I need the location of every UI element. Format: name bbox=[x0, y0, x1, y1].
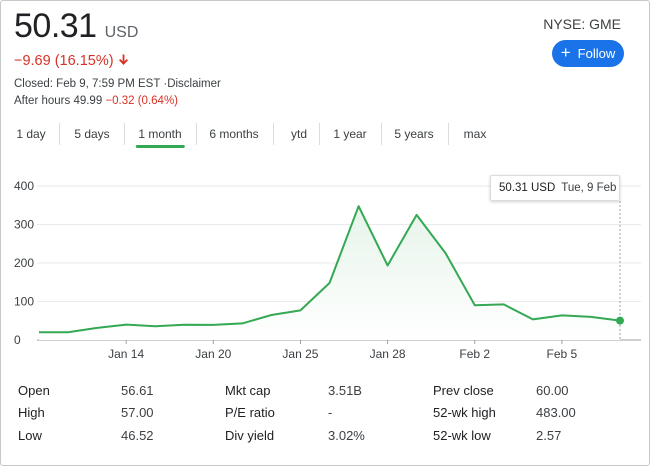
stat-value-prev-close: 60.00 bbox=[536, 383, 569, 398]
tab-1-month[interactable]: 1 month bbox=[138, 127, 182, 141]
stat-label-open: Open bbox=[18, 383, 50, 398]
price-change: −9.69 (16.15%) bbox=[14, 53, 129, 69]
stat-label-high: High bbox=[18, 405, 45, 420]
stat-value-52wk-high: 483.00 bbox=[536, 405, 576, 420]
stat-label-div-yield: Div yield bbox=[225, 428, 275, 443]
tab-6-months[interactable]: 6 months bbox=[209, 127, 259, 141]
stat-value-high: 57.00 bbox=[121, 405, 154, 420]
y-tick-label: 200 bbox=[14, 256, 34, 270]
area-fill bbox=[39, 206, 620, 340]
tab-1-year[interactable]: 1 year bbox=[333, 127, 367, 141]
arrow-down-icon bbox=[118, 53, 129, 69]
stat-value-div-yield: 3.02% bbox=[328, 428, 365, 443]
tab-divider bbox=[124, 123, 125, 145]
currency-label: USD bbox=[104, 24, 139, 41]
stat-value-pe-ratio: - bbox=[328, 405, 333, 420]
tab-divider bbox=[319, 123, 320, 145]
x-tick-label: Feb 5 bbox=[547, 347, 578, 361]
x-tick-label: Feb 2 bbox=[459, 347, 490, 361]
stat-label-prev-close: Prev close bbox=[433, 383, 494, 398]
stat-label-pe-ratio: P/E ratio bbox=[225, 405, 275, 420]
tab-divider bbox=[196, 123, 197, 145]
tooltip-value: 50.31 USD bbox=[499, 182, 556, 194]
ticker-symbol: NYSE: GME bbox=[543, 16, 621, 32]
tab-divider bbox=[448, 123, 449, 145]
price-chart[interactable]: 0 100 200 300 400 Jan 14 Jan 20 Jan 25 Jan 28 Feb… bbox=[1, 171, 650, 366]
stat-value-open: 56.61 bbox=[121, 383, 154, 398]
x-tick-label: Jan 25 bbox=[282, 347, 318, 361]
y-tick-label: 300 bbox=[14, 218, 34, 232]
price-change-value: −9.69 (16.15%) bbox=[14, 53, 114, 69]
chart-tooltip: 50.31 USD Tue, 9 Feb bbox=[490, 175, 620, 201]
current-point-marker bbox=[616, 316, 624, 325]
tab-divider bbox=[381, 123, 382, 145]
stat-label-low: Low bbox=[18, 428, 42, 443]
plus-icon: + bbox=[560, 43, 571, 62]
after-hours: After hours 49.99 −0.32 (0.64%) bbox=[14, 95, 178, 107]
y-tick-label: 0 bbox=[14, 333, 21, 347]
tab-5-years[interactable]: 5 years bbox=[394, 127, 434, 141]
follow-label: Follow bbox=[577, 46, 616, 61]
after-hours-change: −0.32 (0.64%) bbox=[105, 95, 178, 107]
x-tick-label: Jan 20 bbox=[195, 347, 231, 361]
tab-ytd[interactable]: ytd bbox=[290, 127, 308, 141]
price-line bbox=[39, 205, 621, 334]
stat-value-mkt-cap: 3.51B bbox=[328, 383, 362, 398]
tab-divider bbox=[273, 123, 274, 145]
y-tick-label: 100 bbox=[14, 295, 34, 309]
stat-value-52wk-low: 2.57 bbox=[536, 428, 562, 443]
stat-label-mkt-cap: Mkt cap bbox=[225, 383, 271, 398]
x-tick-label: Jan 14 bbox=[108, 347, 144, 361]
price-row: 50.31 USD bbox=[14, 7, 138, 46]
tooltip-date: Tue, 9 Feb bbox=[561, 182, 617, 194]
tab-5-days[interactable]: 5 days bbox=[74, 127, 110, 141]
current-price: 50.31 bbox=[14, 7, 97, 45]
tab-1-day[interactable]: 1 day bbox=[16, 127, 46, 141]
tab-max[interactable]: max bbox=[463, 127, 487, 141]
stat-label-52wk-high: 52-wk high bbox=[433, 405, 496, 420]
x-tick-label: Jan 28 bbox=[370, 347, 406, 361]
after-hours-label: After hours 49.99 bbox=[14, 95, 103, 107]
y-tick-label: 400 bbox=[14, 179, 34, 193]
stat-value-low: 46.52 bbox=[121, 428, 154, 443]
follow-button[interactable]: + Follow bbox=[552, 40, 624, 67]
tab-divider bbox=[59, 123, 60, 145]
stat-label-52wk-low: 52-wk low bbox=[433, 428, 491, 443]
closed-status: Closed: Feb 9, 7:59 PM EST ·Disclaimer bbox=[14, 78, 221, 90]
